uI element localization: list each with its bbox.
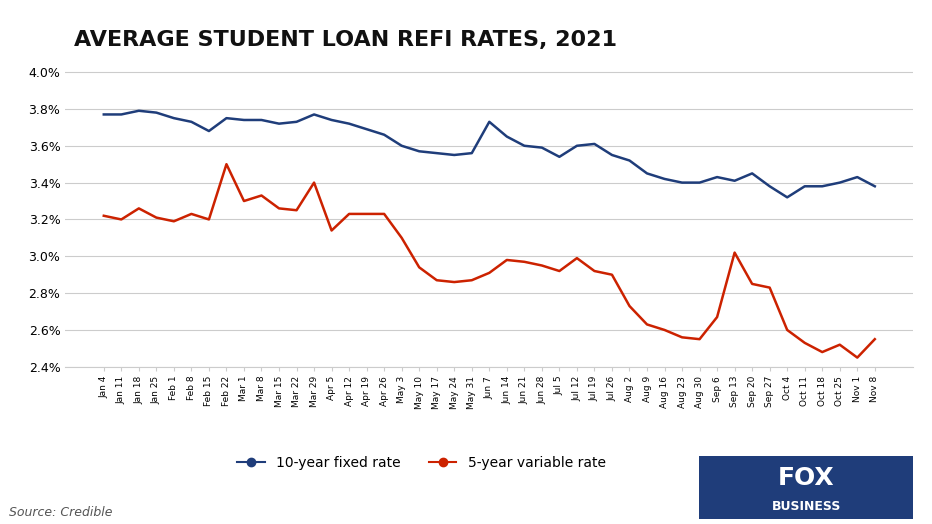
Text: Source: Credible: Source: Credible	[9, 506, 113, 519]
Text: FOX: FOX	[778, 466, 834, 490]
Text: AVERAGE STUDENT LOAN REFI RATES, 2021: AVERAGE STUDENT LOAN REFI RATES, 2021	[74, 30, 617, 50]
Text: BUSINESS: BUSINESS	[772, 500, 841, 512]
Legend: 10-year fixed rate, 5-year variable rate: 10-year fixed rate, 5-year variable rate	[232, 450, 611, 475]
